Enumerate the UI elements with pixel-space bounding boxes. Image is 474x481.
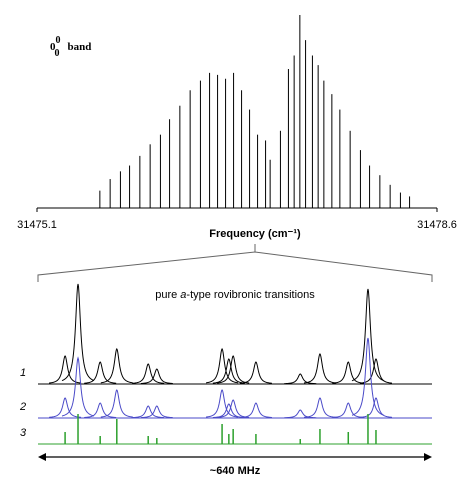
trace-label: 3 [20,427,27,439]
x-tick-label: 31478.6 [417,219,457,231]
peak [132,405,165,419]
span-label: ~640 MHz [210,465,261,477]
band-label: 00 0band [50,35,91,59]
peak [84,402,117,418]
peak [49,397,82,418]
peak [212,358,245,384]
zoom-bracket [37,251,433,282]
peak [140,405,173,419]
peak [351,337,385,416]
peak [332,402,365,418]
peak [217,399,250,418]
peak [284,409,317,419]
peak [351,288,385,382]
peak [84,361,117,384]
x-tick-label: 31475.1 [17,219,57,231]
peak [284,373,317,385]
peak [100,389,133,418]
peak [206,389,239,418]
arrow-head [38,453,46,461]
peak [303,353,337,384]
peak [239,402,272,418]
peak [61,356,95,417]
peak [140,368,173,384]
peak [132,363,165,384]
trace-label: 1 [20,367,26,379]
x-axis-label: Frequency (cm⁻¹) [209,228,301,240]
peak [100,347,133,384]
peak [359,397,393,418]
peak [239,361,272,384]
peak [359,358,393,384]
peak [332,361,365,384]
annotation: pure a-type rovibronic transitions [155,289,315,301]
arrow-head [424,453,432,461]
peak [217,355,250,384]
peak [206,347,239,384]
peak [303,397,336,418]
peak [61,283,95,382]
trace-label: 2 [19,401,26,413]
